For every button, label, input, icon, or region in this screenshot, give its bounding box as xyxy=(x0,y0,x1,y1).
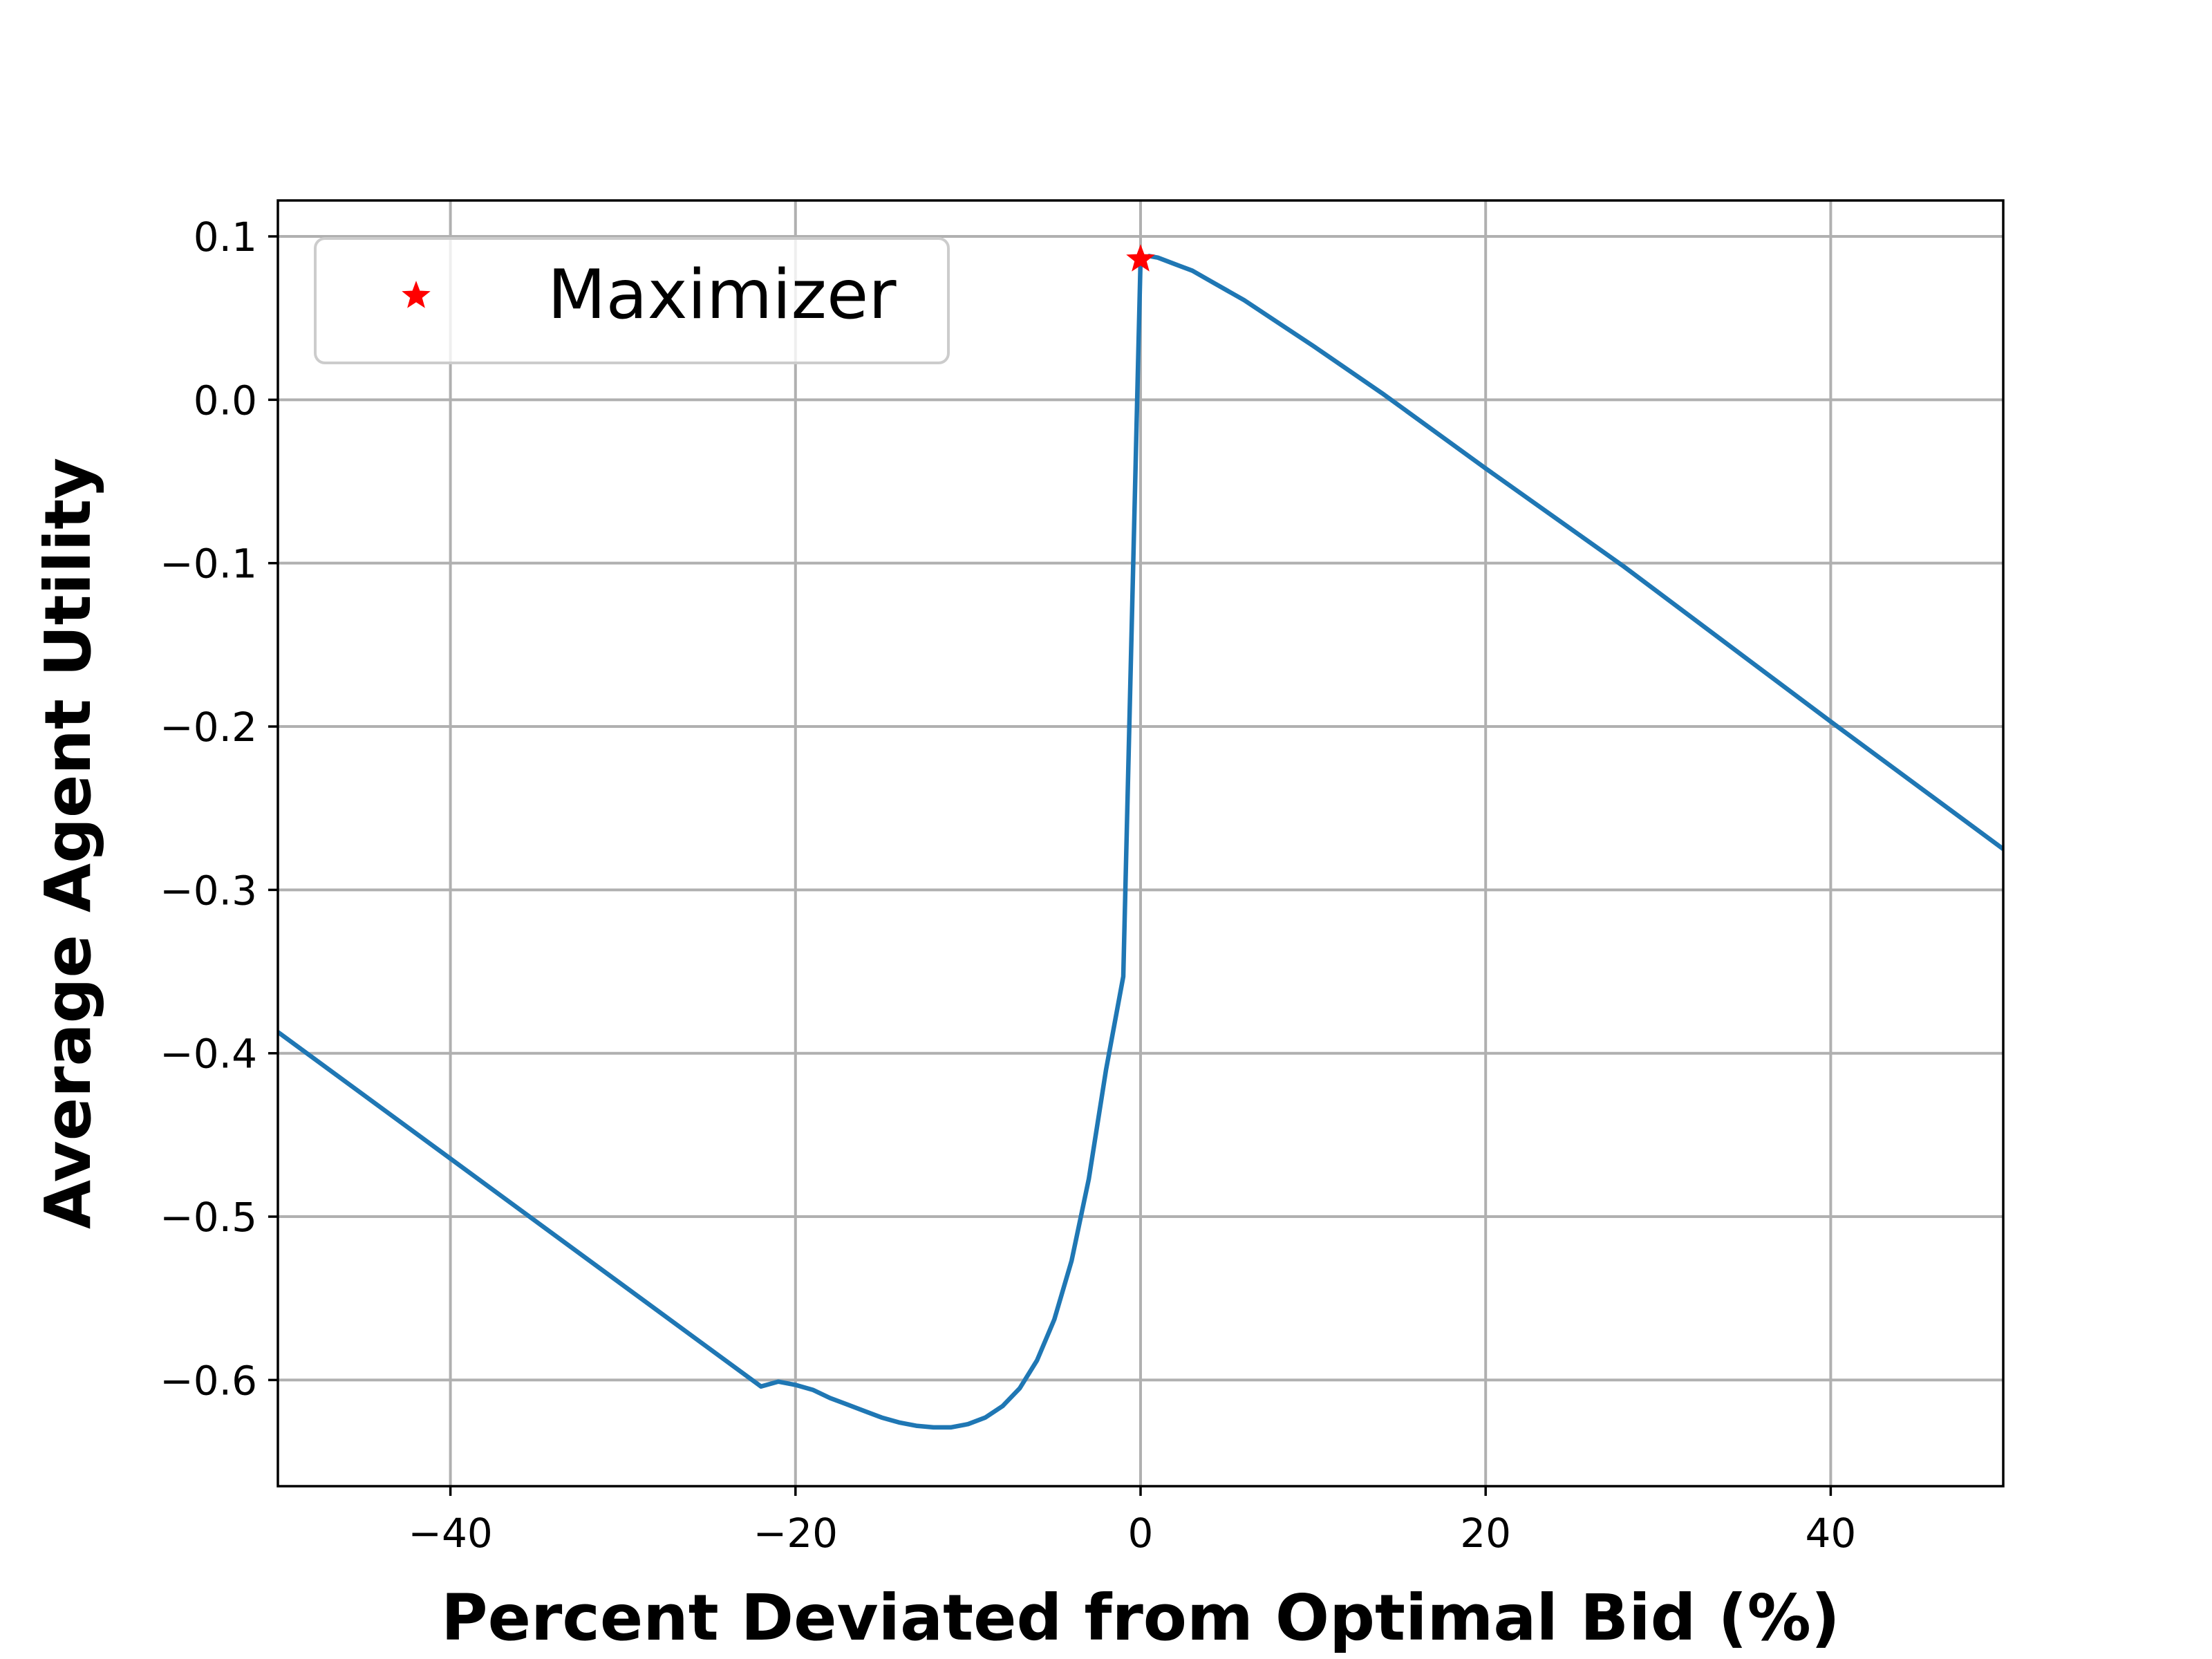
y-tick-label: −0.4 xyxy=(160,1031,257,1078)
maximizer-point xyxy=(1126,244,1155,272)
y-tick-label: −0.2 xyxy=(160,704,257,751)
y-tick-label: −0.6 xyxy=(160,1357,257,1404)
y-tick-label: 0.1 xyxy=(194,214,257,261)
x-tick-label: 40 xyxy=(1805,1510,1856,1557)
y-tick-label: −0.5 xyxy=(160,1194,257,1241)
tick-layer: −40 −20 0 20 40 0.1 0.0 −0.1 −0.2 −0.3 −0.4 −0.5 −0.… xyxy=(160,214,1856,1557)
x-axis-label: Percent Deviated from Optimal Bid (%) xyxy=(441,1581,1840,1655)
series-layer xyxy=(278,244,2003,1430)
y-axis-label: Average Agent Utility xyxy=(31,458,105,1229)
gridlines xyxy=(278,200,2003,1486)
y-tick-label: −0.1 xyxy=(160,541,257,588)
y-tick-label: −0.3 xyxy=(160,867,257,914)
legend-box xyxy=(314,237,950,364)
legend-marker-star xyxy=(402,281,431,308)
y-tick-label: 0.0 xyxy=(194,377,257,424)
x-tick-label: 0 xyxy=(1128,1510,1154,1557)
utility-line xyxy=(278,254,2003,1430)
x-tick-label: −40 xyxy=(408,1510,492,1557)
legend-label: Maximizer xyxy=(547,256,897,335)
legend: Maximizer xyxy=(314,237,950,364)
x-tick-label: −20 xyxy=(753,1510,838,1557)
x-tick-label: 20 xyxy=(1460,1510,1511,1557)
